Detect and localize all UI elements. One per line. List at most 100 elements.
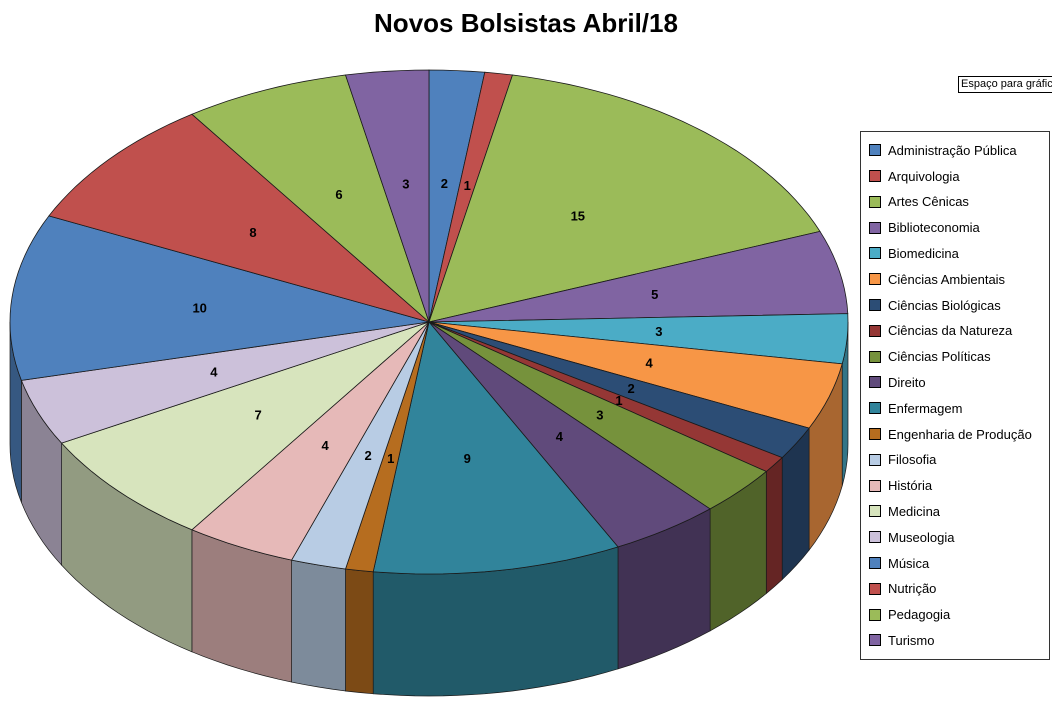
legend-item-administracao-publica[interactable]: Administração Pública [869, 138, 1049, 163]
pie-slice-turismo[interactable] [344, 69, 430, 323]
legend-swatch [869, 402, 881, 415]
chart-title: Novos Bolsistas Abril/18 [374, 8, 678, 38]
legend-label: Engenharia de Produção [888, 426, 1032, 442]
data-label-biomedicina: 3 [655, 324, 662, 339]
legend-item-ciencias-politicas[interactable]: Ciências Políticas [869, 344, 1049, 369]
legend-label: História [888, 478, 933, 494]
pie-slice-musica[interactable] [9, 215, 430, 381]
legend-item-ciencias-biologicas[interactable]: Ciências Biológicas [869, 293, 1049, 318]
legend-swatch [869, 221, 881, 234]
pie-slice-ciencias-politicas[interactable] [428, 321, 768, 510]
legend-swatch [869, 324, 881, 337]
legend-item-nutricao[interactable]: Nutrição [869, 576, 1049, 601]
pie-slice-pedagogia[interactable] [191, 74, 430, 324]
data-label-engenharia-de-producao: 1 [387, 451, 394, 466]
data-label-biblioteconomia: 5 [651, 287, 658, 302]
data-label-ciencias-da-natureza: 1 [615, 393, 622, 408]
legend-item-enfermagem[interactable]: Enfermagem [869, 396, 1049, 421]
legend-label: Biomedicina [888, 245, 959, 261]
legend-label: Artes Cênicas [888, 194, 969, 210]
data-label-musica: 10 [192, 301, 206, 316]
data-label-administracao-publica: 2 [441, 176, 448, 191]
legend-label: Arquivologia [888, 168, 960, 184]
pie-slice-artes-cenicas[interactable] [428, 74, 821, 323]
pie-slice-side-filosofia [291, 559, 346, 692]
legend-item-musica[interactable]: Música [869, 551, 1049, 576]
pie-slice-ciencias-ambientais[interactable] [428, 321, 843, 429]
data-label-ciencias-biologicas: 2 [627, 381, 634, 396]
legend-label: Ciências Ambientais [888, 271, 1006, 287]
pie-slice-side-engenharia-de-producao [345, 568, 374, 695]
data-label-ciencias-politicas: 3 [596, 408, 603, 423]
legend-label: Museologia [888, 529, 955, 545]
data-label-arquivologia: 1 [464, 178, 471, 193]
pie-slice-medicina[interactable] [60, 321, 430, 531]
data-label-ciencias-ambientais: 4 [645, 356, 653, 371]
data-label-enfermagem: 9 [464, 451, 471, 466]
pie-slice-biomedicina[interactable] [428, 313, 849, 365]
floating-textbox[interactable]: Espaço para gráfic [958, 76, 1052, 93]
legend-item-medicina[interactable]: Medicina [869, 499, 1049, 524]
data-label-turismo: 3 [402, 177, 409, 192]
legend-label: Filosofia [888, 452, 937, 468]
legend-swatch [869, 170, 881, 183]
legend-label: Administração Pública [888, 142, 1017, 158]
legend-swatch [869, 144, 881, 157]
legend-swatch [869, 453, 881, 466]
legend-swatch [869, 195, 881, 208]
legend-item-biblioteconomia[interactable]: Biblioteconomia [869, 215, 1049, 240]
pie-slice-side-ciencias-da-natureza [765, 456, 783, 595]
legend-item-museologia[interactable]: Museologia [869, 525, 1049, 550]
legend-swatch [869, 350, 881, 363]
legend-swatch [869, 582, 881, 595]
pie-slice-direito[interactable] [428, 321, 711, 548]
legend-swatch [869, 634, 881, 647]
legend-swatch [869, 247, 881, 260]
data-label-medicina: 7 [254, 408, 261, 423]
legend-item-filosofia[interactable]: Filosofia [869, 447, 1049, 472]
legend-item-engenharia-de-producao[interactable]: Engenharia de Produção [869, 422, 1049, 447]
data-label-filosofia: 2 [364, 448, 371, 463]
legend-swatch [869, 299, 881, 312]
legend-swatch [869, 428, 881, 441]
data-label-museologia: 4 [210, 364, 218, 379]
legend-item-historia[interactable]: História [869, 473, 1049, 498]
pie-slice-historia[interactable] [191, 321, 430, 561]
legend-swatch [869, 376, 881, 389]
data-label-nutricao: 8 [249, 225, 256, 240]
legend-item-artes-cenicas[interactable]: Artes Cênicas [869, 189, 1049, 214]
data-label-pedagogia: 6 [335, 187, 342, 202]
pie-slice-nutricao[interactable] [48, 113, 430, 323]
legend-label: Medicina [888, 503, 941, 519]
legend-label: Turismo [888, 632, 935, 648]
legend-item-biomedicina[interactable]: Biomedicina [869, 241, 1049, 266]
legend-swatch [869, 479, 881, 492]
legend-label: Pedagogia [888, 607, 951, 623]
legend-label: Enfermagem [888, 400, 963, 416]
legend-swatch [869, 531, 881, 544]
legend-swatch [869, 273, 881, 286]
legend-swatch [869, 608, 881, 621]
legend-label: Direito [888, 374, 926, 390]
legend-label: Ciências da Natureza [888, 323, 1013, 339]
legend-item-ciencias-ambientais[interactable]: Ciências Ambientais [869, 267, 1049, 292]
legend-item-pedagogia[interactable]: Pedagogia [869, 602, 1049, 627]
legend-item-turismo[interactable]: Turismo [869, 628, 1049, 653]
legend-label: Música [888, 555, 930, 571]
pie-slice-biblioteconomia[interactable] [428, 230, 849, 323]
legend-label: Ciências Políticas [888, 349, 991, 365]
legend-item-ciencias-da-natureza[interactable]: Ciências da Natureza [869, 318, 1049, 343]
legend-label: Ciências Biológicas [888, 297, 1001, 313]
legend: Administração Pública Arquivologia Artes C… [860, 131, 1050, 660]
data-label-historia: 4 [321, 438, 329, 453]
data-label-direito: 4 [556, 429, 564, 444]
pie-slice-enfermagem[interactable] [372, 321, 619, 575]
legend-label: Biblioteconomia [888, 220, 980, 236]
legend-item-arquivologia[interactable]: Arquivologia [869, 164, 1049, 189]
legend-swatch [869, 505, 881, 518]
legend-item-direito[interactable]: Direito [869, 370, 1049, 395]
pie-slice-museologia[interactable] [20, 321, 430, 444]
data-label-artes-cenicas: 15 [571, 209, 585, 224]
